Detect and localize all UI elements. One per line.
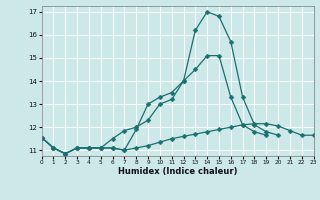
X-axis label: Humidex (Indice chaleur): Humidex (Indice chaleur): [118, 167, 237, 176]
